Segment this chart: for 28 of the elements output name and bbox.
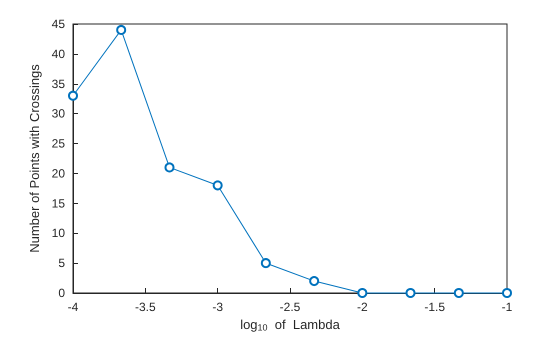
point: [116, 24, 126, 35]
point: [260, 258, 271, 268]
x-tick-label: -3: [212, 300, 224, 314]
point: [164, 162, 174, 172]
y-tick-label: 20: [52, 166, 66, 180]
point: [357, 288, 368, 298]
y-tick-label: 10: [52, 226, 66, 240]
y-axis-title: Number of Points with Crossings: [26, 64, 42, 253]
point: [502, 288, 512, 298]
point: [454, 288, 464, 298]
y-tick-label: 30: [52, 106, 66, 121]
x-tick-label: -4: [68, 300, 79, 314]
point: [406, 288, 416, 298]
point: [212, 180, 223, 190]
x-tick-label: -2: [356, 300, 368, 314]
y-tick-label: 40: [52, 46, 66, 61]
y-tick-label: 25: [52, 136, 66, 151]
y-tick-label: 35: [52, 76, 66, 91]
y-tick-label: 0: [58, 286, 66, 300]
y-tick-label: 45: [52, 17, 66, 31]
x-tick-label: -3.5: [134, 300, 156, 314]
y-tick-label: 5: [58, 256, 66, 270]
x-tick-label: -1.5: [424, 300, 446, 314]
x-tick-label: -1: [502, 300, 513, 314]
point: [309, 276, 320, 286]
x-tick-label: -2.5: [280, 300, 301, 314]
point: [68, 90, 78, 101]
y-tick-label: 15: [52, 196, 66, 210]
